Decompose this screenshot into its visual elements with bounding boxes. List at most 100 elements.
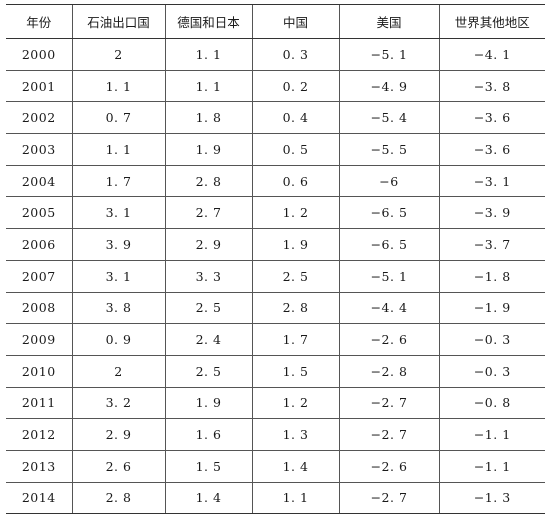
table-row: 2003 1. 1 1. 9 0. 5 −5. 5 −3. 6	[6, 133, 545, 166]
table-row: 2012 2. 9 1. 6 1. 3 −2. 7 −1. 1	[6, 418, 545, 451]
header-usa: 美国	[338, 4, 439, 39]
year-cell: 2007	[6, 260, 72, 293]
rest-of-world-cell: −3. 9	[438, 196, 545, 230]
year-cell: 2008	[6, 292, 72, 325]
germany-japan-cell: 2. 5	[164, 355, 252, 388]
table-row: 2013 2. 6 1. 5 1. 4 −2. 6 −1. 1	[6, 450, 545, 483]
year-cell: 2014	[6, 482, 72, 514]
oil-exporters-cell: 0. 9	[71, 323, 165, 356]
oil-exporters-cell: 1. 1	[71, 70, 165, 103]
usa-cell: −2. 6	[338, 450, 439, 483]
oil-exporters-cell: 1. 1	[71, 133, 165, 166]
oil-exporters-cell: 0. 7	[71, 101, 165, 135]
china-cell: 1. 7	[251, 323, 339, 356]
usa-cell: −2. 6	[338, 323, 439, 356]
germany-japan-cell: 1. 5	[164, 450, 252, 483]
china-cell: 0. 2	[251, 70, 339, 103]
header-year: 年份	[6, 4, 72, 39]
oil-exporters-cell: 2. 6	[71, 450, 165, 483]
rest-of-world-cell: −1. 9	[438, 292, 545, 325]
year-cell: 2010	[6, 355, 72, 388]
usa-cell: −5. 4	[338, 101, 439, 135]
rest-of-world-cell: −4. 1	[438, 38, 545, 71]
china-cell: 2. 8	[251, 292, 339, 325]
table-row: 2002 0. 7 1. 8 0. 4 −5. 4 −3. 6	[6, 101, 545, 135]
table-row: 2001 1. 1 1. 1 0. 2 −4. 9 −3. 8	[6, 70, 545, 103]
usa-cell: −2. 7	[338, 418, 439, 451]
rest-of-world-cell: −3. 6	[438, 101, 545, 135]
rest-of-world-cell: −3. 7	[438, 228, 545, 261]
china-cell: 0. 4	[251, 101, 339, 135]
year-cell: 2005	[6, 196, 72, 230]
data-table: 年份 石油出口国 德国和日本 中国 美国 世界其他地区 2000 2 1. 1 0. …	[6, 4, 545, 514]
table-header: 年份 石油出口国 德国和日本 中国 美国 世界其他地区	[6, 4, 545, 39]
table-row: 2011 3. 2 1. 9 1. 2 −2. 7 −0. 8	[6, 387, 545, 420]
china-cell: 1. 3	[251, 418, 339, 451]
year-cell: 2013	[6, 450, 72, 483]
year-cell: 2002	[6, 101, 72, 135]
china-cell: 0. 5	[251, 133, 339, 166]
table-row: 2010 2 2. 5 1. 5 −2. 8 −0. 3	[6, 355, 545, 388]
germany-japan-cell: 1. 8	[164, 101, 252, 135]
oil-exporters-cell: 3. 1	[71, 260, 165, 293]
table-row: 2009 0. 9 2. 4 1. 7 −2. 6 −0. 3	[6, 323, 545, 356]
usa-cell: −5. 1	[338, 38, 439, 71]
table-row: 2006 3. 9 2. 9 1. 9 −6. 5 −3. 7	[6, 228, 545, 261]
germany-japan-cell: 2. 8	[164, 165, 252, 198]
rest-of-world-cell: −3. 6	[438, 133, 545, 166]
rest-of-world-cell: −0. 3	[438, 323, 545, 356]
china-cell: 1. 2	[251, 387, 339, 420]
rest-of-world-cell: −1. 1	[438, 450, 545, 483]
table-container: 年份 石油出口国 德国和日本 中国 美国 世界其他地区 2000 2 1. 1 0. …	[6, 4, 545, 514]
china-cell: 1. 4	[251, 450, 339, 483]
germany-japan-cell: 1. 9	[164, 133, 252, 166]
table-row: 2014 2. 8 1. 4 1. 1 −2. 7 −1. 3	[6, 482, 545, 514]
year-cell: 2009	[6, 323, 72, 356]
oil-exporters-cell: 3. 1	[71, 196, 165, 230]
header-rest-of-world: 世界其他地区	[438, 4, 545, 39]
rest-of-world-cell: −3. 1	[438, 165, 545, 198]
table-row: 2000 2 1. 1 0. 3 −5. 1 −4. 1	[6, 38, 545, 71]
germany-japan-cell: 2. 9	[164, 228, 252, 261]
usa-cell: −6. 5	[338, 196, 439, 230]
oil-exporters-cell: 2	[71, 355, 165, 388]
germany-japan-cell: 2. 7	[164, 196, 252, 230]
rest-of-world-cell: −0. 3	[438, 355, 545, 388]
usa-cell: −5. 5	[338, 133, 439, 166]
china-cell: 0. 6	[251, 165, 339, 198]
usa-cell: −6. 5	[338, 228, 439, 261]
oil-exporters-cell: 2. 9	[71, 418, 165, 451]
china-cell: 1. 9	[251, 228, 339, 261]
usa-cell: −2. 8	[338, 355, 439, 388]
year-cell: 2004	[6, 165, 72, 198]
year-cell: 2012	[6, 418, 72, 451]
china-cell: 1. 2	[251, 196, 339, 230]
rest-of-world-cell: −1. 8	[438, 260, 545, 293]
year-cell: 2001	[6, 70, 72, 103]
year-cell: 2003	[6, 133, 72, 166]
rest-of-world-cell: −1. 1	[438, 418, 545, 451]
year-cell: 2011	[6, 387, 72, 420]
usa-cell: −2. 7	[338, 387, 439, 420]
header-row: 年份 石油出口国 德国和日本 中国 美国 世界其他地区	[6, 4, 545, 39]
usa-cell: −4. 4	[338, 292, 439, 325]
germany-japan-cell: 1. 1	[164, 38, 252, 71]
rest-of-world-cell: −3. 8	[438, 70, 545, 103]
oil-exporters-cell: 1. 7	[71, 165, 165, 198]
china-cell: 0. 3	[251, 38, 339, 71]
usa-cell: −5. 1	[338, 260, 439, 293]
germany-japan-cell: 2. 4	[164, 323, 252, 356]
germany-japan-cell: 2. 5	[164, 292, 252, 325]
germany-japan-cell: 1. 6	[164, 418, 252, 451]
germany-japan-cell: 1. 4	[164, 482, 252, 514]
header-germany-japan: 德国和日本	[164, 4, 252, 39]
oil-exporters-cell: 3. 2	[71, 387, 165, 420]
usa-cell: −4. 9	[338, 70, 439, 103]
oil-exporters-cell: 2. 8	[71, 482, 165, 514]
china-cell: 1. 5	[251, 355, 339, 388]
rest-of-world-cell: −1. 3	[438, 482, 545, 514]
usa-cell: −6	[338, 165, 439, 198]
germany-japan-cell: 3. 3	[164, 260, 252, 293]
table-row: 2008 3. 8 2. 5 2. 8 −4. 4 −1. 9	[6, 292, 545, 325]
oil-exporters-cell: 3. 8	[71, 292, 165, 325]
